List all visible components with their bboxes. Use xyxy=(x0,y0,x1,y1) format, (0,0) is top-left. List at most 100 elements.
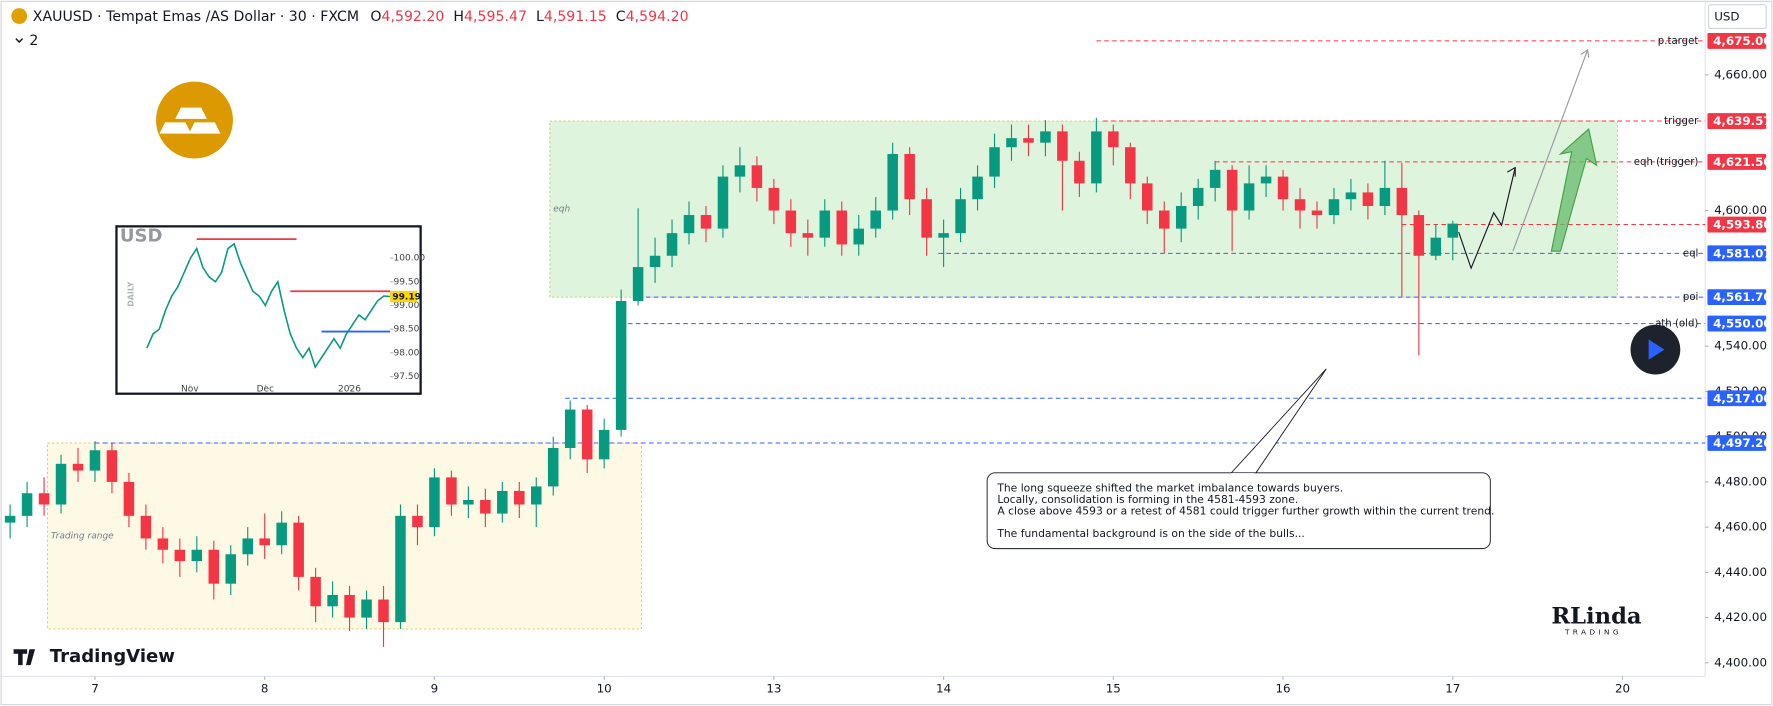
candle-body xyxy=(531,486,542,505)
candle-body xyxy=(836,210,848,245)
candle-body xyxy=(870,210,881,229)
x-tick-label: 17 xyxy=(1445,681,1460,695)
symbol-name: XAUUSD · Tempat Emas /AS Dollar · 30 · F… xyxy=(33,9,359,25)
level-name: p.target xyxy=(1658,36,1699,47)
candle-body xyxy=(955,199,966,234)
candle-body xyxy=(1277,176,1289,200)
candle-body xyxy=(632,267,644,301)
currency-button[interactable] xyxy=(1707,4,1767,30)
candle-body xyxy=(598,429,610,460)
level-badge-label: 4,675.00 xyxy=(1713,34,1772,48)
level-badge xyxy=(1707,33,1767,49)
candle-body xyxy=(1396,187,1408,216)
candle-body xyxy=(310,576,321,607)
callout-line: Locally, consolidation is forming in the… xyxy=(997,493,1298,506)
projection-path xyxy=(1458,167,1516,270)
candle-body xyxy=(208,549,220,584)
y-tick-label: 98.00 xyxy=(393,348,419,358)
y-tick-label: 4,420.00 xyxy=(1714,610,1767,624)
ohlc-value: 4,595.47 xyxy=(464,9,527,25)
candle-body xyxy=(1091,131,1102,184)
gold-bars xyxy=(159,107,221,134)
level-badge xyxy=(1707,289,1767,306)
ohlc-value: 4,591.15 xyxy=(544,9,607,25)
candle-body xyxy=(1209,169,1221,188)
candle-body xyxy=(1362,192,1374,207)
gold-icon xyxy=(156,81,233,159)
candle-body xyxy=(480,499,491,514)
level-badge-label: 4,550.00 xyxy=(1713,317,1772,331)
candle-body xyxy=(106,450,118,482)
level-badge xyxy=(1707,390,1767,407)
candle-body xyxy=(972,176,983,200)
candle-body xyxy=(887,153,898,211)
candle-body xyxy=(853,228,865,245)
y-tick-label: 4,540.00 xyxy=(1714,339,1767,353)
candle-body xyxy=(72,463,84,471)
x-tick-label: Nov xyxy=(181,385,199,395)
indicators-toggle[interactable] xyxy=(15,38,24,44)
candle-body xyxy=(1006,138,1017,148)
x-tick-label: 14 xyxy=(936,681,951,695)
tradingview-wordmark: TradingView xyxy=(50,646,176,667)
target-line xyxy=(1512,49,1589,252)
x-tick-label: 9 xyxy=(431,681,439,695)
bull-arrow xyxy=(1550,128,1598,252)
level-badge xyxy=(1707,153,1767,170)
candle-body xyxy=(1074,160,1085,184)
zone-label: eqh xyxy=(553,205,570,215)
x-tick-label: 15 xyxy=(1106,681,1121,695)
ohlc-value: 4,594.20 xyxy=(626,9,689,25)
y-tick-label: 97.50 xyxy=(393,372,419,382)
level-badge xyxy=(1707,113,1767,129)
candle-body xyxy=(751,165,763,188)
candle-body xyxy=(1142,183,1153,211)
candle-body xyxy=(21,493,33,516)
inset-y-label: DAILY xyxy=(127,281,136,306)
candle-body xyxy=(1413,215,1425,256)
candle-body xyxy=(1158,210,1170,229)
candle-body xyxy=(395,515,406,623)
level-badge-label: 4,593.80 xyxy=(1713,218,1772,232)
candle-body xyxy=(1057,131,1068,161)
candle-body xyxy=(38,493,50,505)
candle-body xyxy=(514,490,525,505)
candle-body xyxy=(123,481,135,516)
y-tick-label: 99.00 xyxy=(393,301,419,311)
x-tick-label: 16 xyxy=(1276,681,1291,695)
candle-body xyxy=(785,210,797,234)
ohlc-key: C xyxy=(616,9,626,25)
candle-body xyxy=(768,187,780,211)
candle-body xyxy=(225,554,237,584)
level-name: ath (old) xyxy=(1655,319,1698,330)
candle-body xyxy=(904,153,915,200)
candle-body xyxy=(259,538,270,546)
play-icon xyxy=(1648,339,1665,360)
ohlc-key: O xyxy=(370,9,381,25)
level-badge-label: 4,639.57 xyxy=(1713,114,1772,128)
indicator-count[interactable]: 2 xyxy=(29,33,38,49)
y-tick-label: 100.00 xyxy=(393,254,425,264)
price-badge-label: 99.19 xyxy=(392,293,421,303)
level-badge-label: 4,517.00 xyxy=(1713,391,1772,405)
candle-body xyxy=(1311,210,1323,216)
symbol-legend[interactable]: XAUUSD · Tempat Emas /AS Dollar · 30 · F… xyxy=(33,9,689,25)
level-badge-label: 4,561.70 xyxy=(1713,290,1772,304)
x-tick-label: 13 xyxy=(766,681,781,695)
level-badge-label: 4,621.50 xyxy=(1713,155,1772,169)
symbol-icon[interactable] xyxy=(11,8,28,24)
author-logo-sub: TRADING xyxy=(1564,627,1622,636)
candle-body xyxy=(378,599,389,623)
candle-body xyxy=(174,549,186,562)
inset-title: USD xyxy=(120,226,163,247)
y-tick-label: 4,480.00 xyxy=(1714,474,1767,488)
callout-line: The fundamental background is on the sid… xyxy=(996,527,1305,540)
candle-body xyxy=(921,199,932,238)
candle-body xyxy=(564,409,576,448)
candle-body xyxy=(1260,176,1272,184)
ohlc-value: 4,592.20 xyxy=(381,9,444,25)
candle-body xyxy=(683,215,695,234)
candle-body xyxy=(140,515,152,539)
